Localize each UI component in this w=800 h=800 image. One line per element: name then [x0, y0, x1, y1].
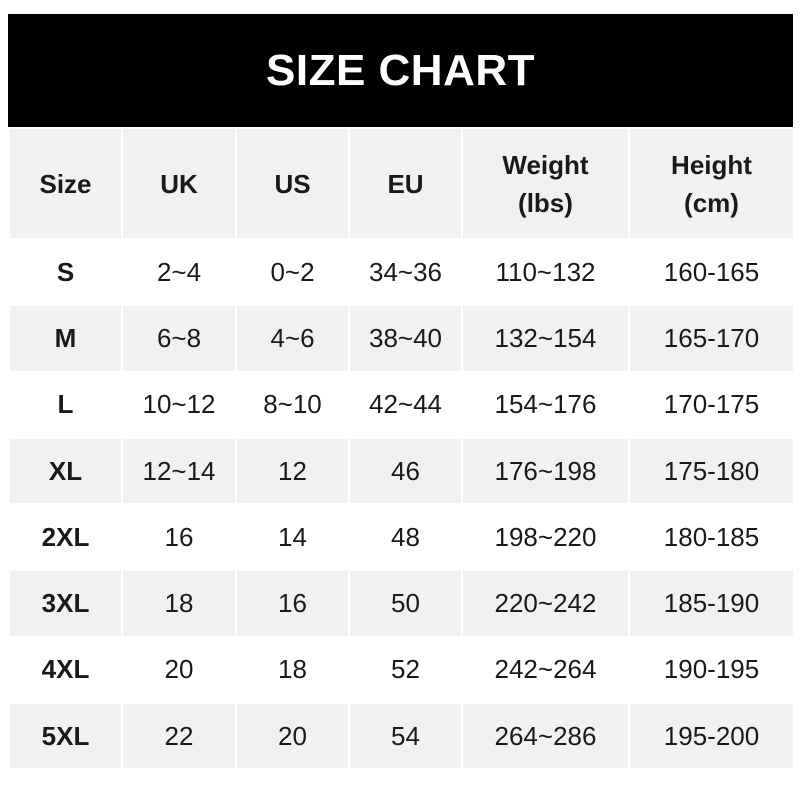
header-text: Height: [671, 149, 752, 180]
table-row: 5XL 22 20 54 264~286 195-200: [8, 702, 795, 771]
cell-weight: 242~264: [461, 635, 630, 705]
cell-size: 2XL: [8, 503, 123, 572]
cell-size: L: [8, 370, 123, 439]
cell-uk: 16: [121, 503, 237, 572]
header-us: US: [235, 127, 350, 240]
cell-uk: 22: [121, 702, 237, 771]
table-row: L 10~12 8~10 42~44 154~176 170-175: [8, 370, 795, 439]
cell-eu: 48: [348, 503, 463, 572]
size-chart-title: SIZE CHART: [8, 14, 793, 127]
header-weight: Weight (lbs): [461, 127, 630, 240]
header-text: Size: [39, 168, 92, 199]
header-text: (lbs): [518, 187, 573, 218]
size-chart-table: Size UK US EU Weight (lbs) Height (cm) S 2~4 0~2 3…: [8, 127, 795, 771]
cell-height: 195-200: [628, 702, 795, 771]
header-text: (cm): [684, 187, 739, 218]
cell-us: 18: [235, 635, 350, 705]
cell-size: 3XL: [8, 569, 123, 638]
cell-uk: 10~12: [121, 370, 237, 439]
table-row: 2XL 16 14 48 198~220 180-185: [8, 503, 795, 572]
cell-us: 12: [235, 436, 350, 506]
cell-size: XL: [8, 436, 123, 506]
table-row: S 2~4 0~2 34~36 110~132 160-165: [8, 237, 795, 307]
cell-height: 160-165: [628, 237, 795, 307]
header-text: UK: [160, 168, 198, 199]
cell-eu: 34~36: [348, 237, 463, 307]
cell-eu: 50: [348, 569, 463, 638]
cell-weight: 154~176: [461, 370, 630, 439]
cell-us: 14: [235, 503, 350, 572]
cell-weight: 176~198: [461, 436, 630, 506]
cell-eu: 38~40: [348, 304, 463, 373]
cell-weight: 132~154: [461, 304, 630, 373]
cell-weight: 110~132: [461, 237, 630, 307]
table-row: XL 12~14 12 46 176~198 175-180: [8, 436, 795, 506]
cell-height: 175-180: [628, 436, 795, 506]
cell-uk: 12~14: [121, 436, 237, 506]
table-row: M 6~8 4~6 38~40 132~154 165-170: [8, 304, 795, 373]
header-row: Size UK US EU Weight (lbs) Height (cm): [8, 127, 795, 240]
cell-weight: 220~242: [461, 569, 630, 638]
cell-us: 4~6: [235, 304, 350, 373]
cell-uk: 20: [121, 635, 237, 705]
cell-weight: 264~286: [461, 702, 630, 771]
cell-eu: 52: [348, 635, 463, 705]
header-height: Height (cm): [628, 127, 795, 240]
cell-height: 170-175: [628, 370, 795, 439]
header-uk: UK: [121, 127, 237, 240]
cell-height: 190-195: [628, 635, 795, 705]
cell-uk: 6~8: [121, 304, 237, 373]
cell-weight: 198~220: [461, 503, 630, 572]
header-text: Weight: [502, 149, 589, 180]
cell-size: M: [8, 304, 123, 373]
cell-height: 165-170: [628, 304, 795, 373]
header-text: EU: [387, 168, 424, 199]
cell-eu: 46: [348, 436, 463, 506]
cell-size: 4XL: [8, 635, 123, 705]
cell-us: 0~2: [235, 237, 350, 307]
cell-uk: 2~4: [121, 237, 237, 307]
header-text: US: [274, 168, 311, 199]
cell-height: 185-190: [628, 569, 795, 638]
cell-us: 20: [235, 702, 350, 771]
cell-eu: 54: [348, 702, 463, 771]
table-row: 3XL 18 16 50 220~242 185-190: [8, 569, 795, 638]
cell-us: 16: [235, 569, 350, 638]
table-row: 4XL 20 18 52 242~264 190-195: [8, 635, 795, 705]
cell-size: 5XL: [8, 702, 123, 771]
cell-us: 8~10: [235, 370, 350, 439]
header-size: Size: [8, 127, 123, 240]
cell-uk: 18: [121, 569, 237, 638]
cell-height: 180-185: [628, 503, 795, 572]
header-eu: EU: [348, 127, 463, 240]
cell-eu: 42~44: [348, 370, 463, 439]
cell-size: S: [8, 237, 123, 307]
